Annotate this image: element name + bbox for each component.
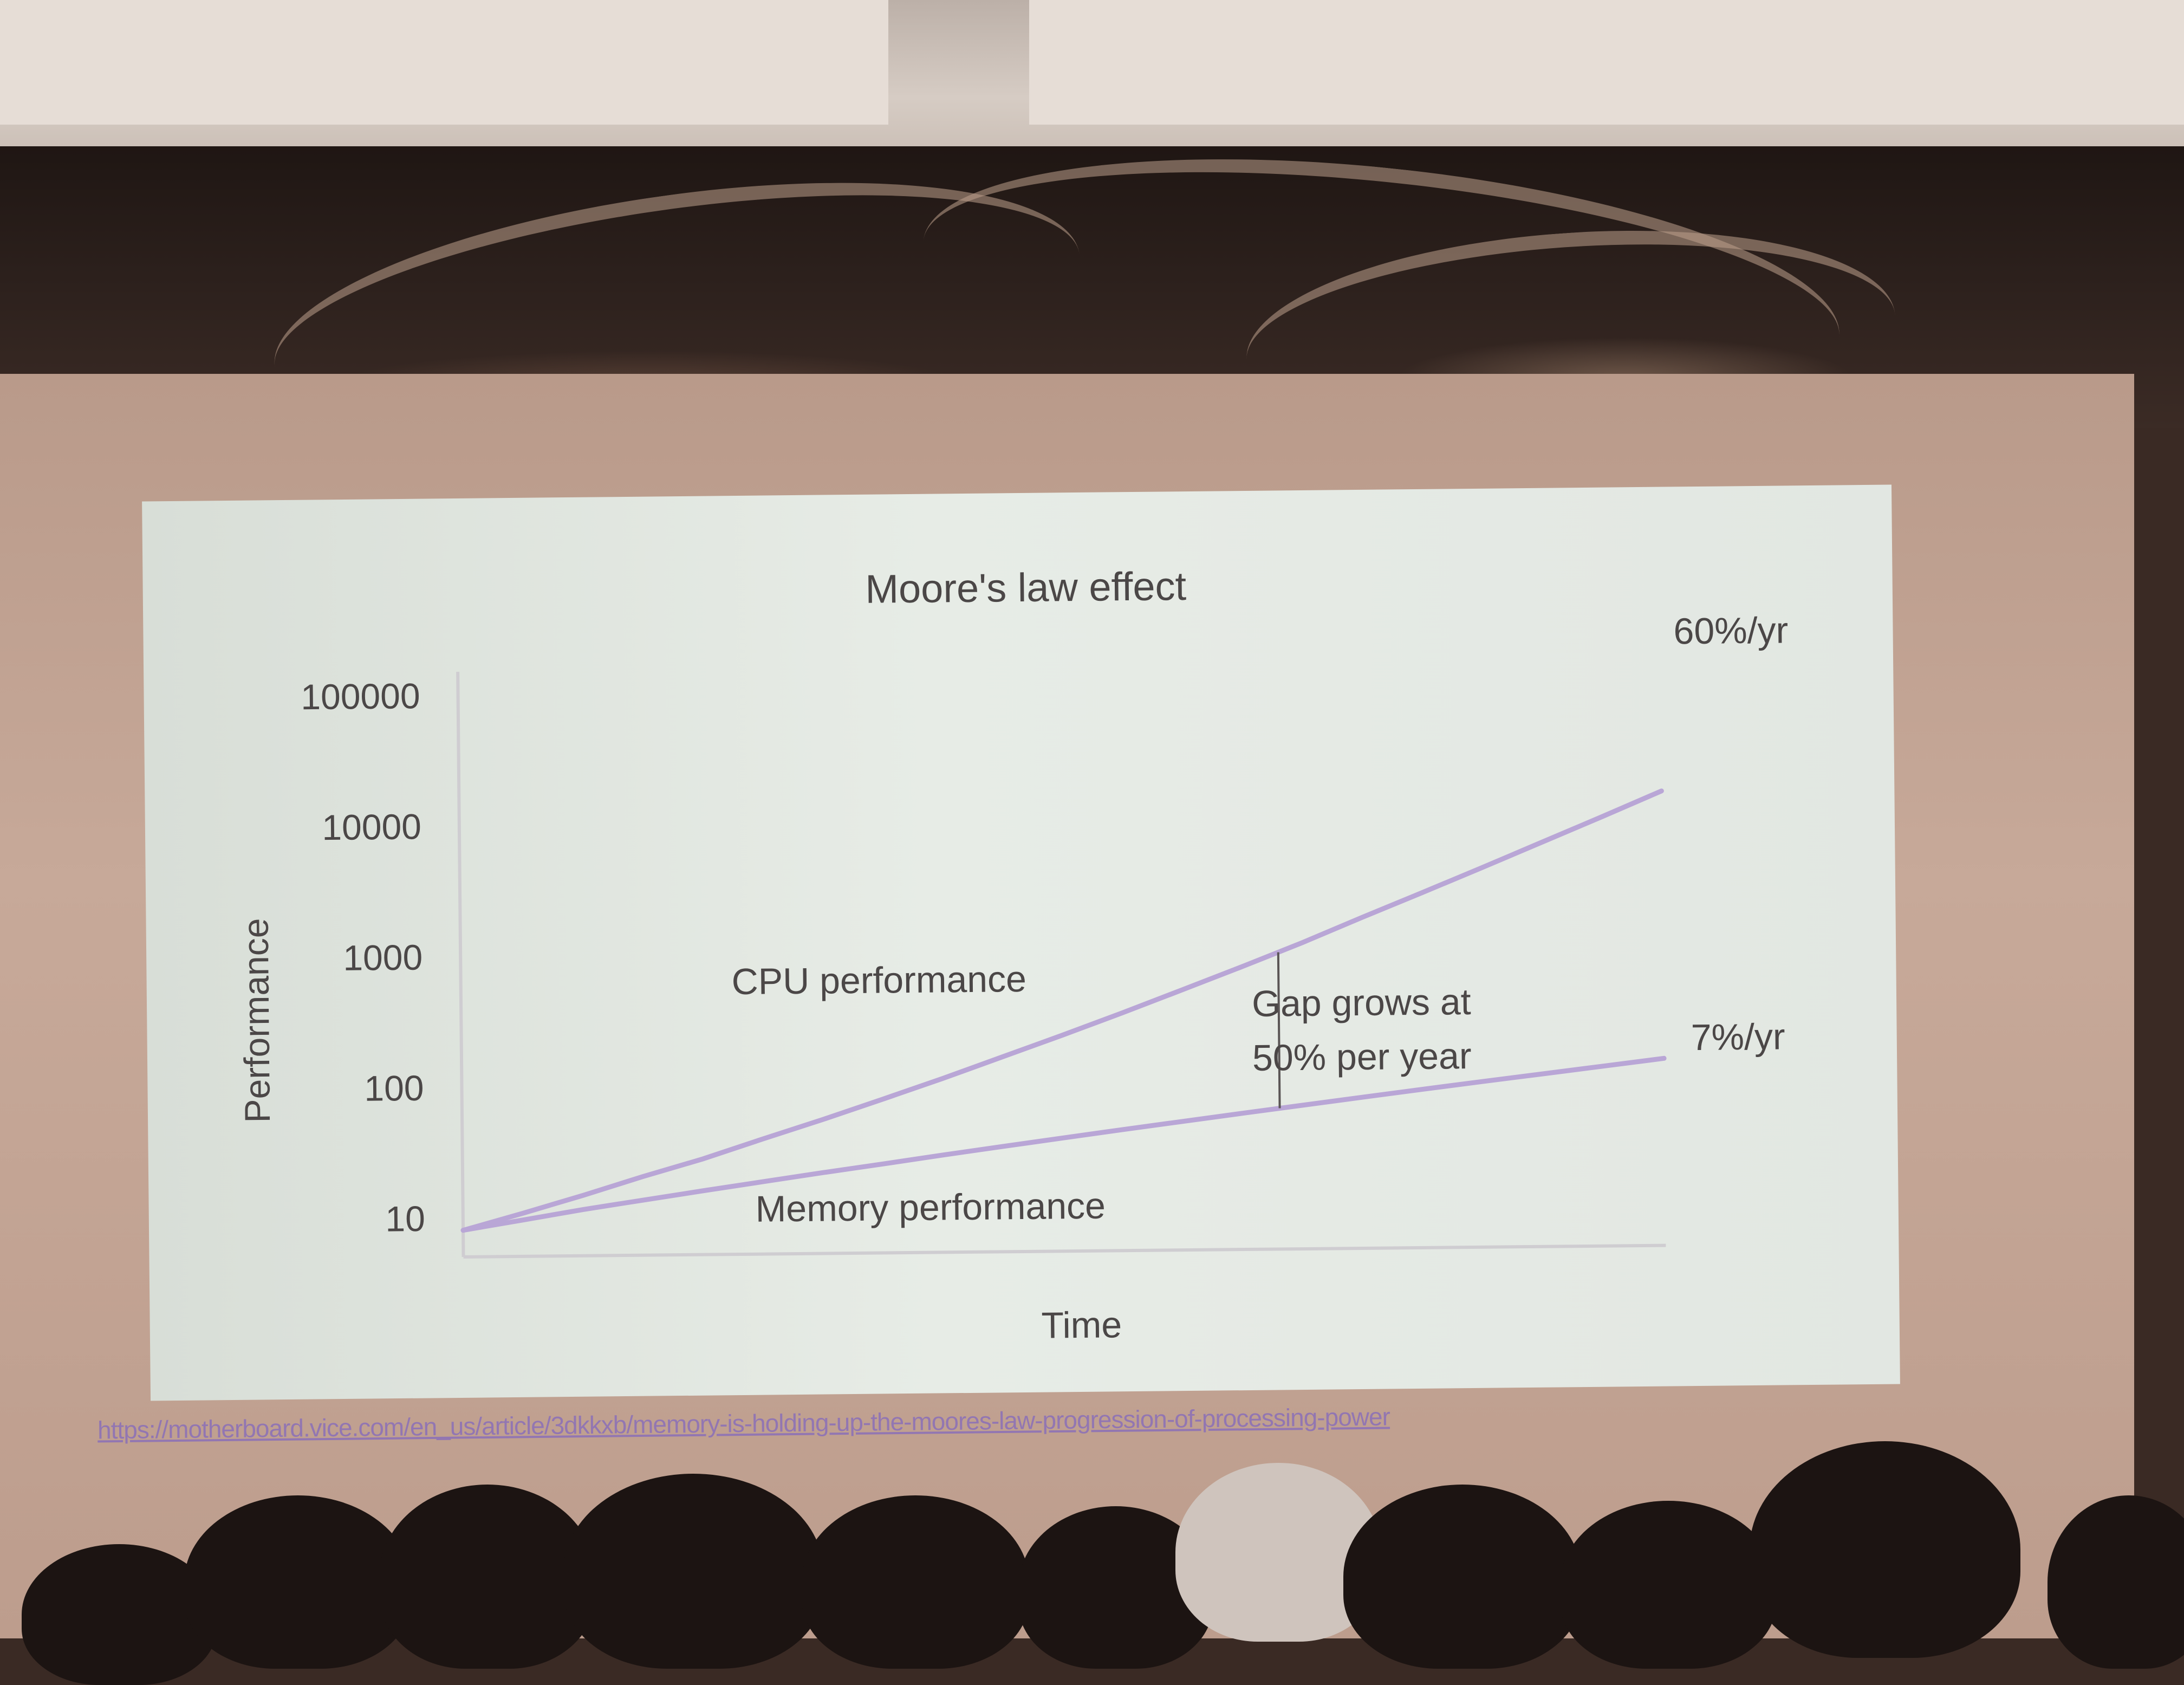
cpu-performance-label: CPU performance <box>731 958 1026 1002</box>
y-axis-label: Performance <box>236 918 278 1123</box>
audience-head <box>563 1474 823 1669</box>
gap-marker-line <box>1277 952 1281 1109</box>
audience-silhouettes <box>0 1441 2184 1685</box>
y-tick-label: 100000 <box>301 676 420 717</box>
audience-head <box>1750 1441 2020 1658</box>
audience-head <box>802 1495 1029 1669</box>
moores-law-chart: Moore's law effect Performance Time 1000… <box>236 563 1789 1346</box>
y-tick-labels: 100000 10000 1000 100 10 <box>301 676 425 1239</box>
y-tick-label: 10 <box>385 1198 425 1239</box>
cpu-rate-label: 60%/yr <box>1673 610 1788 652</box>
audience-head <box>184 1495 412 1669</box>
slide: Moore's law effect Performance Time 1000… <box>142 484 1900 1401</box>
ceiling <box>0 0 2184 163</box>
chart-title: Moore's law effect <box>865 563 1187 612</box>
y-tick-label: 10000 <box>322 806 421 847</box>
gap-annotation-line-1: Gap grows at <box>1252 981 1471 1025</box>
audience-head <box>379 1485 596 1669</box>
x-axis-label: Time <box>1041 1304 1122 1346</box>
audience-head <box>1560 1501 1777 1669</box>
ceiling-panel <box>1029 0 2184 125</box>
memory-performance-line <box>460 1055 1667 1233</box>
y-tick-label: 1000 <box>343 937 423 978</box>
audience-head <box>1343 1485 1582 1669</box>
gap-annotation-line-2: 50% per year <box>1252 1035 1472 1079</box>
y-axis-line <box>456 671 465 1257</box>
ceiling-panel <box>0 0 888 125</box>
memory-rate-label: 7%/yr <box>1691 1016 1785 1058</box>
x-axis-line <box>463 1243 1666 1259</box>
cpu-performance-line <box>460 788 1664 1233</box>
memory-performance-label: Memory performance <box>755 1185 1106 1230</box>
audience-head <box>2047 1495 2184 1669</box>
y-tick-label: 100 <box>364 1068 424 1109</box>
